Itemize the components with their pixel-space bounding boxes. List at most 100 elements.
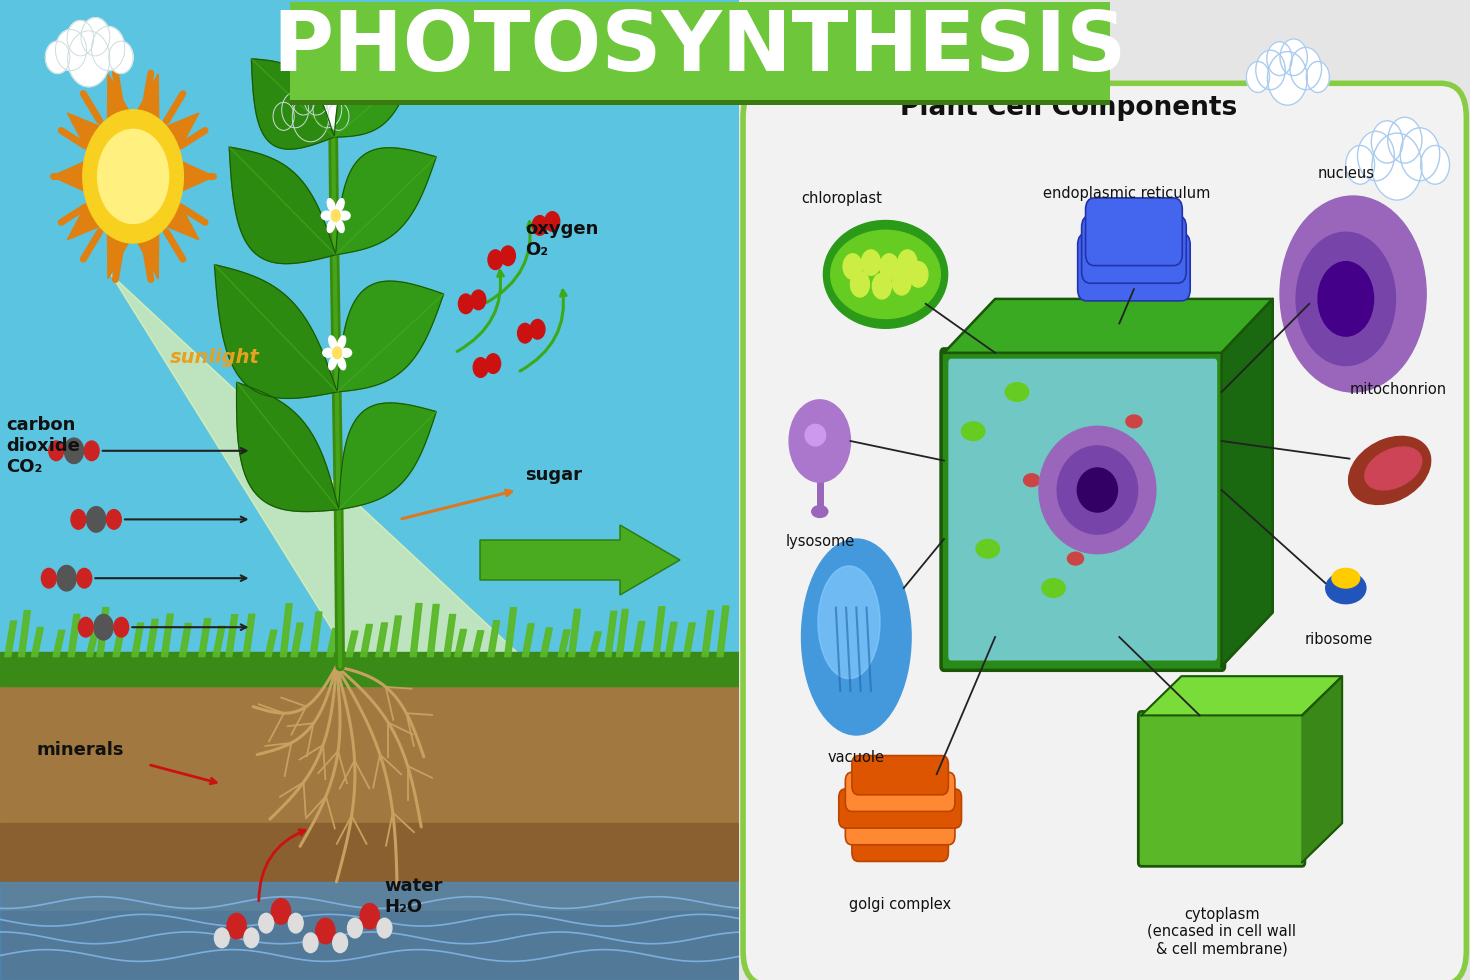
FancyBboxPatch shape — [948, 359, 1217, 661]
Circle shape — [293, 84, 315, 115]
Text: nucleus: nucleus — [1317, 167, 1374, 181]
Polygon shape — [606, 612, 617, 657]
Text: water
H₂O: water H₂O — [385, 877, 442, 916]
Polygon shape — [162, 614, 173, 657]
Polygon shape — [1141, 676, 1342, 715]
FancyBboxPatch shape — [1078, 233, 1191, 301]
Circle shape — [531, 319, 545, 339]
Ellipse shape — [328, 220, 335, 232]
Circle shape — [71, 510, 85, 529]
Ellipse shape — [338, 336, 345, 349]
Circle shape — [94, 614, 113, 640]
Polygon shape — [1222, 299, 1273, 666]
Polygon shape — [488, 620, 500, 657]
Polygon shape — [504, 608, 516, 657]
Circle shape — [215, 928, 229, 948]
Circle shape — [1267, 52, 1307, 105]
Polygon shape — [360, 624, 372, 657]
Circle shape — [328, 102, 348, 130]
Bar — [0, 882, 739, 980]
Polygon shape — [717, 606, 729, 657]
Ellipse shape — [1078, 468, 1117, 512]
Ellipse shape — [1126, 415, 1142, 427]
Ellipse shape — [1332, 568, 1360, 588]
FancyBboxPatch shape — [941, 349, 1225, 670]
Polygon shape — [326, 628, 338, 657]
Circle shape — [226, 913, 245, 939]
Polygon shape — [182, 162, 215, 191]
Ellipse shape — [338, 357, 345, 369]
Circle shape — [273, 102, 294, 130]
Ellipse shape — [318, 47, 331, 65]
Polygon shape — [198, 618, 210, 657]
FancyBboxPatch shape — [853, 756, 948, 795]
Polygon shape — [215, 265, 337, 399]
Circle shape — [316, 918, 335, 944]
Text: cytoplasm
(encased in cell wall
& cell membrane): cytoplasm (encased in cell wall & cell m… — [1147, 906, 1297, 956]
Circle shape — [1401, 127, 1439, 180]
Circle shape — [65, 438, 84, 464]
Polygon shape — [4, 621, 16, 657]
Circle shape — [49, 441, 63, 461]
Circle shape — [1420, 145, 1449, 184]
Ellipse shape — [801, 539, 911, 735]
Circle shape — [303, 933, 318, 953]
Polygon shape — [428, 605, 440, 657]
Text: chloroplast: chloroplast — [801, 191, 882, 206]
Bar — [0, 823, 739, 911]
Polygon shape — [147, 619, 159, 657]
Polygon shape — [213, 626, 225, 657]
Circle shape — [1319, 262, 1373, 336]
Circle shape — [360, 904, 379, 929]
Polygon shape — [376, 623, 388, 657]
Ellipse shape — [1364, 447, 1421, 490]
Circle shape — [470, 290, 485, 310]
Circle shape — [488, 250, 503, 270]
Circle shape — [844, 254, 861, 279]
Circle shape — [459, 294, 473, 314]
Polygon shape — [1302, 676, 1342, 862]
Circle shape — [56, 29, 87, 71]
FancyBboxPatch shape — [290, 7, 1110, 105]
Polygon shape — [541, 628, 553, 657]
FancyBboxPatch shape — [1082, 216, 1186, 283]
Text: sunlight: sunlight — [171, 348, 260, 367]
Polygon shape — [454, 629, 466, 657]
Circle shape — [1357, 131, 1395, 180]
Polygon shape — [68, 113, 100, 150]
Bar — [0, 911, 739, 980]
Text: golgi complex: golgi complex — [850, 897, 951, 911]
Circle shape — [113, 617, 129, 637]
Polygon shape — [110, 274, 532, 666]
Ellipse shape — [329, 357, 337, 369]
Polygon shape — [113, 627, 125, 657]
Circle shape — [78, 617, 93, 637]
Circle shape — [331, 210, 340, 221]
Polygon shape — [653, 607, 664, 657]
Circle shape — [1247, 62, 1270, 92]
Circle shape — [282, 92, 309, 127]
Ellipse shape — [328, 199, 335, 212]
Circle shape — [91, 26, 125, 71]
Circle shape — [1255, 50, 1285, 90]
Circle shape — [1372, 121, 1402, 163]
Ellipse shape — [337, 73, 350, 90]
Polygon shape — [472, 631, 484, 657]
Bar — [0, 0, 739, 666]
Circle shape — [347, 918, 362, 938]
Polygon shape — [334, 56, 415, 137]
Circle shape — [84, 441, 98, 461]
Circle shape — [1345, 145, 1374, 184]
Text: carbon
dioxide
CO₂: carbon dioxide CO₂ — [6, 416, 79, 476]
Circle shape — [288, 913, 303, 933]
Circle shape — [789, 400, 851, 482]
Ellipse shape — [1057, 446, 1138, 534]
Circle shape — [293, 93, 329, 142]
Circle shape — [485, 354, 501, 373]
Circle shape — [332, 933, 347, 953]
Polygon shape — [390, 616, 401, 657]
Circle shape — [97, 129, 169, 223]
Text: oxygen
O₂: oxygen O₂ — [525, 220, 598, 260]
Circle shape — [532, 216, 547, 235]
Polygon shape — [31, 627, 43, 657]
